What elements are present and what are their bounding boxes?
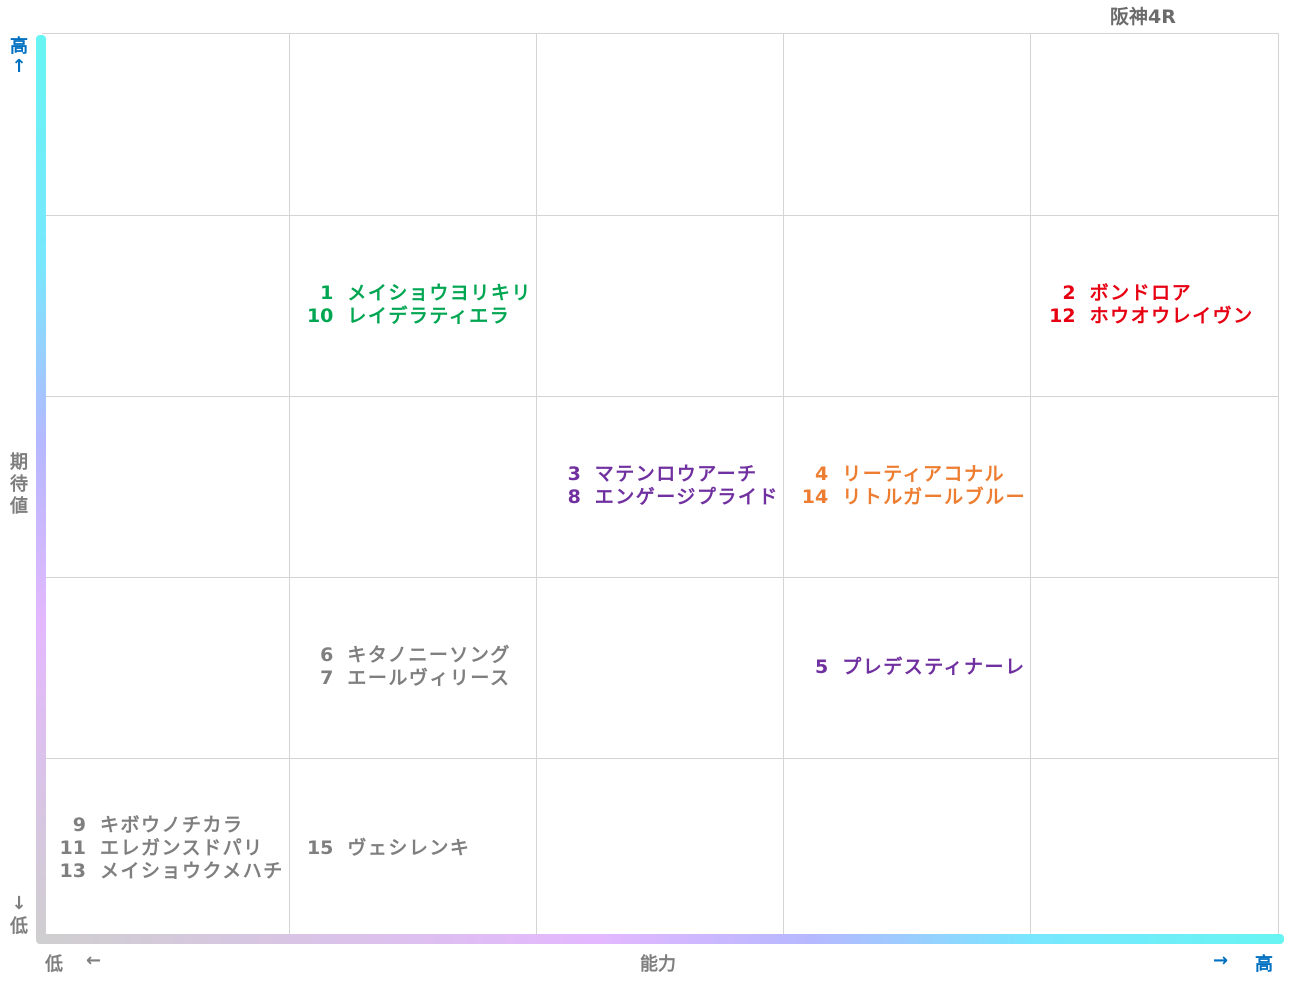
- x-axis-high-label: 高: [1255, 954, 1273, 975]
- horse-name: キボウノチカラ: [100, 813, 244, 836]
- y-axis-title: 期 待 値: [10, 452, 28, 517]
- horse-entry: 2 ボンドロア: [1040, 282, 1254, 305]
- grid-vline: [1030, 34, 1031, 939]
- horse-entry: 4 リーティアコナル: [792, 463, 1026, 486]
- x-axis-low-label: 低: [45, 954, 63, 975]
- horse-entry: 15 ヴェシレンキ: [297, 837, 470, 860]
- y-axis-low-label: 低: [10, 916, 28, 937]
- grid-vline: [289, 34, 290, 939]
- y-axis-up-arrow: ↑: [11, 56, 27, 77]
- horse-number: 4: [814, 463, 829, 485]
- x-axis-left-arrow: ←: [86, 950, 102, 971]
- grid-cell: 4 リーティアコナル 14 リトルガールブルー: [792, 463, 1026, 509]
- horse-name: エンゲージプライド: [594, 486, 779, 508]
- grid-cell: 15 ヴェシレンキ: [297, 837, 470, 860]
- horse-name: リトルガールブルー: [842, 486, 1027, 508]
- horse-name: ホウオウレイヴン: [1089, 304, 1254, 327]
- horse-name: メイショウヨリキリ: [347, 281, 532, 304]
- horse-entry: 3 マテンロウアーチ: [545, 463, 779, 486]
- grid-hline: [42, 758, 1278, 759]
- horse-name: メイショウクメハチ: [100, 859, 284, 882]
- x-axis-right-arrow: →: [1213, 950, 1229, 971]
- horse-number: 9: [72, 813, 86, 836]
- horse-number: 3: [567, 463, 581, 485]
- horse-entry: 1 メイショウヨリキリ: [297, 282, 532, 305]
- horse-number: 11: [59, 836, 86, 859]
- horse-name: マテンロウアーチ: [594, 463, 758, 485]
- horse-number: 8: [567, 486, 581, 508]
- horse-entry: 9 キボウノチカラ: [50, 814, 284, 837]
- grid-cell: 9 キボウノチカラ 11 エレガンスドパリ 13 メイショウクメハチ: [50, 814, 284, 883]
- horse-entry: 14 リトルガールブルー: [792, 486, 1026, 509]
- grid-hline: [42, 577, 1278, 578]
- horse-name: ヴェシレンキ: [347, 836, 471, 859]
- horse-entry: 7 エールヴィリース: [297, 667, 510, 690]
- grid-cell: 2 ボンドロア 12 ホウオウレイヴン: [1040, 282, 1254, 328]
- horse-name: キタノニーソング: [347, 644, 511, 667]
- grid-hline: [42, 396, 1278, 397]
- chart-title: 阪神4R: [1110, 6, 1176, 28]
- horse-name: レイデラティエラ: [347, 304, 511, 327]
- horse-name: ボンドロア: [1089, 281, 1193, 304]
- horse-number: 5: [814, 655, 829, 678]
- y-axis-bar: [36, 35, 46, 943]
- horse-number: 6: [320, 644, 334, 667]
- horse-entry: 13 メイショウクメハチ: [50, 860, 284, 883]
- x-axis-bar: [36, 934, 1284, 944]
- horse-number: 7: [320, 667, 334, 690]
- horse-number: 15: [306, 836, 334, 859]
- horse-number: 1: [320, 281, 334, 304]
- grid-vline: [783, 34, 784, 939]
- grid-cell: 3 マテンロウアーチ 8 エンゲージプライド: [545, 463, 779, 509]
- horse-number: 2: [1062, 281, 1076, 304]
- horse-entry: 11 エレガンスドパリ: [50, 837, 284, 860]
- y-axis-high-label: 高: [10, 36, 28, 57]
- y-axis-down-arrow: ↓: [11, 893, 27, 914]
- grid-hline: [42, 215, 1278, 216]
- grid-cell: 5 プレデスティナーレ: [792, 656, 1025, 679]
- horse-name: エレガンスドパリ: [100, 836, 264, 859]
- horse-name: リーティアコナル: [842, 463, 1006, 485]
- horse-name: エールヴィリース: [347, 667, 511, 690]
- horse-number: 10: [306, 304, 334, 327]
- horse-entry: 6 キタノニーソング: [297, 644, 510, 667]
- horse-entry: 5 プレデスティナーレ: [792, 656, 1025, 679]
- horse-entry: 10 レイデラティエラ: [297, 305, 532, 328]
- x-axis-title: 能力: [640, 954, 676, 975]
- horse-number: 14: [801, 486, 829, 508]
- grid-cell: 6 キタノニーソング 7 エールヴィリース: [297, 644, 510, 690]
- horse-number: 12: [1049, 304, 1076, 327]
- chart-grid: [42, 33, 1279, 939]
- grid-vline: [536, 34, 537, 939]
- horse-name: プレデスティナーレ: [842, 655, 1026, 678]
- horse-entry: 8 エンゲージプライド: [545, 486, 779, 509]
- grid-cell: 1 メイショウヨリキリ 10 レイデラティエラ: [297, 282, 532, 328]
- horse-number: 13: [59, 859, 86, 882]
- horse-entry: 12 ホウオウレイヴン: [1040, 305, 1254, 328]
